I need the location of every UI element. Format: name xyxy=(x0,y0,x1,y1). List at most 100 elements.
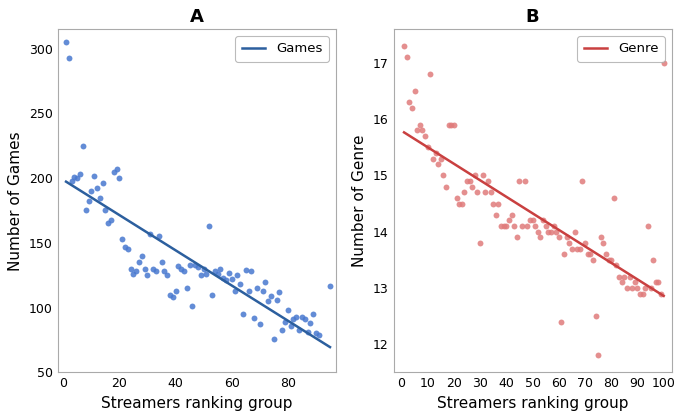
Point xyxy=(545,228,556,235)
Games xyxy=(219,277,227,282)
Point xyxy=(114,175,125,181)
Point xyxy=(291,313,302,320)
Point xyxy=(404,99,415,106)
Point xyxy=(503,217,514,224)
Point xyxy=(464,178,475,184)
Point xyxy=(422,144,433,151)
Point xyxy=(493,200,504,207)
Point xyxy=(593,352,603,359)
Point xyxy=(277,326,288,333)
Point xyxy=(643,223,653,230)
Point xyxy=(203,222,214,229)
Genre xyxy=(635,278,643,283)
Point xyxy=(179,268,190,274)
Point xyxy=(159,268,170,274)
Point xyxy=(619,273,630,280)
Point xyxy=(170,287,181,294)
Point xyxy=(488,200,499,207)
Point xyxy=(446,122,457,128)
Point xyxy=(548,223,559,230)
Point xyxy=(232,272,242,279)
Point xyxy=(561,234,572,241)
Point xyxy=(80,207,91,214)
Genre xyxy=(553,227,562,232)
Point xyxy=(522,223,533,230)
Point xyxy=(156,259,167,266)
Point xyxy=(274,289,285,295)
Point xyxy=(574,245,585,252)
Point xyxy=(195,272,206,279)
Point xyxy=(632,285,643,291)
Point xyxy=(66,177,77,184)
Point xyxy=(75,171,86,178)
Point xyxy=(175,265,186,272)
Point xyxy=(131,268,142,274)
Y-axis label: Number of Games: Number of Games xyxy=(8,131,23,271)
Point xyxy=(235,281,246,287)
Point xyxy=(187,303,198,310)
Point xyxy=(538,217,549,224)
Point xyxy=(409,88,420,94)
Point xyxy=(466,184,477,190)
Point xyxy=(630,279,640,286)
Point xyxy=(611,262,622,269)
Point xyxy=(164,291,175,298)
Point xyxy=(243,287,254,294)
Genre xyxy=(401,130,409,135)
Point xyxy=(142,272,153,279)
X-axis label: Streamers ranking group: Streamers ranking group xyxy=(101,396,292,411)
Point xyxy=(100,207,111,214)
Point xyxy=(417,127,428,134)
Point xyxy=(566,245,577,252)
Point xyxy=(558,251,569,258)
Point xyxy=(650,279,661,286)
Point xyxy=(399,43,410,49)
Point xyxy=(482,178,493,184)
Point xyxy=(249,315,260,321)
Point xyxy=(640,285,651,291)
Games xyxy=(223,280,232,285)
Point xyxy=(490,212,501,218)
Point xyxy=(440,184,451,190)
Point xyxy=(462,178,473,184)
Point xyxy=(572,245,583,252)
Point xyxy=(456,200,467,207)
Point xyxy=(145,230,155,237)
Point xyxy=(192,264,203,271)
Point xyxy=(556,318,567,325)
X-axis label: Streamers ranking group: Streamers ranking group xyxy=(437,396,628,411)
Point xyxy=(260,278,271,285)
Point xyxy=(308,310,319,317)
Point xyxy=(585,251,596,258)
Point xyxy=(139,265,150,272)
Point xyxy=(514,178,525,184)
Point xyxy=(627,285,638,291)
Point xyxy=(477,172,488,179)
Point xyxy=(266,292,277,299)
Point xyxy=(116,235,127,242)
Point xyxy=(453,200,464,207)
Point xyxy=(271,296,282,303)
Legend: Genre: Genre xyxy=(577,36,665,62)
Point xyxy=(167,294,178,300)
Point xyxy=(438,172,449,179)
Point xyxy=(285,322,296,329)
Point xyxy=(598,240,609,246)
Point xyxy=(136,252,147,259)
Point xyxy=(459,189,470,196)
Point xyxy=(580,240,590,246)
Point xyxy=(210,268,221,274)
Point xyxy=(648,256,659,263)
Point xyxy=(269,335,279,342)
Point xyxy=(551,228,562,235)
Point xyxy=(430,150,441,156)
Point xyxy=(88,172,99,179)
Genre xyxy=(619,268,627,273)
Point xyxy=(153,233,164,240)
Line: Games: Games xyxy=(66,182,330,347)
Point xyxy=(279,318,290,325)
Point xyxy=(147,265,158,272)
Point xyxy=(302,329,313,336)
Point xyxy=(207,291,218,298)
Point xyxy=(212,271,223,277)
